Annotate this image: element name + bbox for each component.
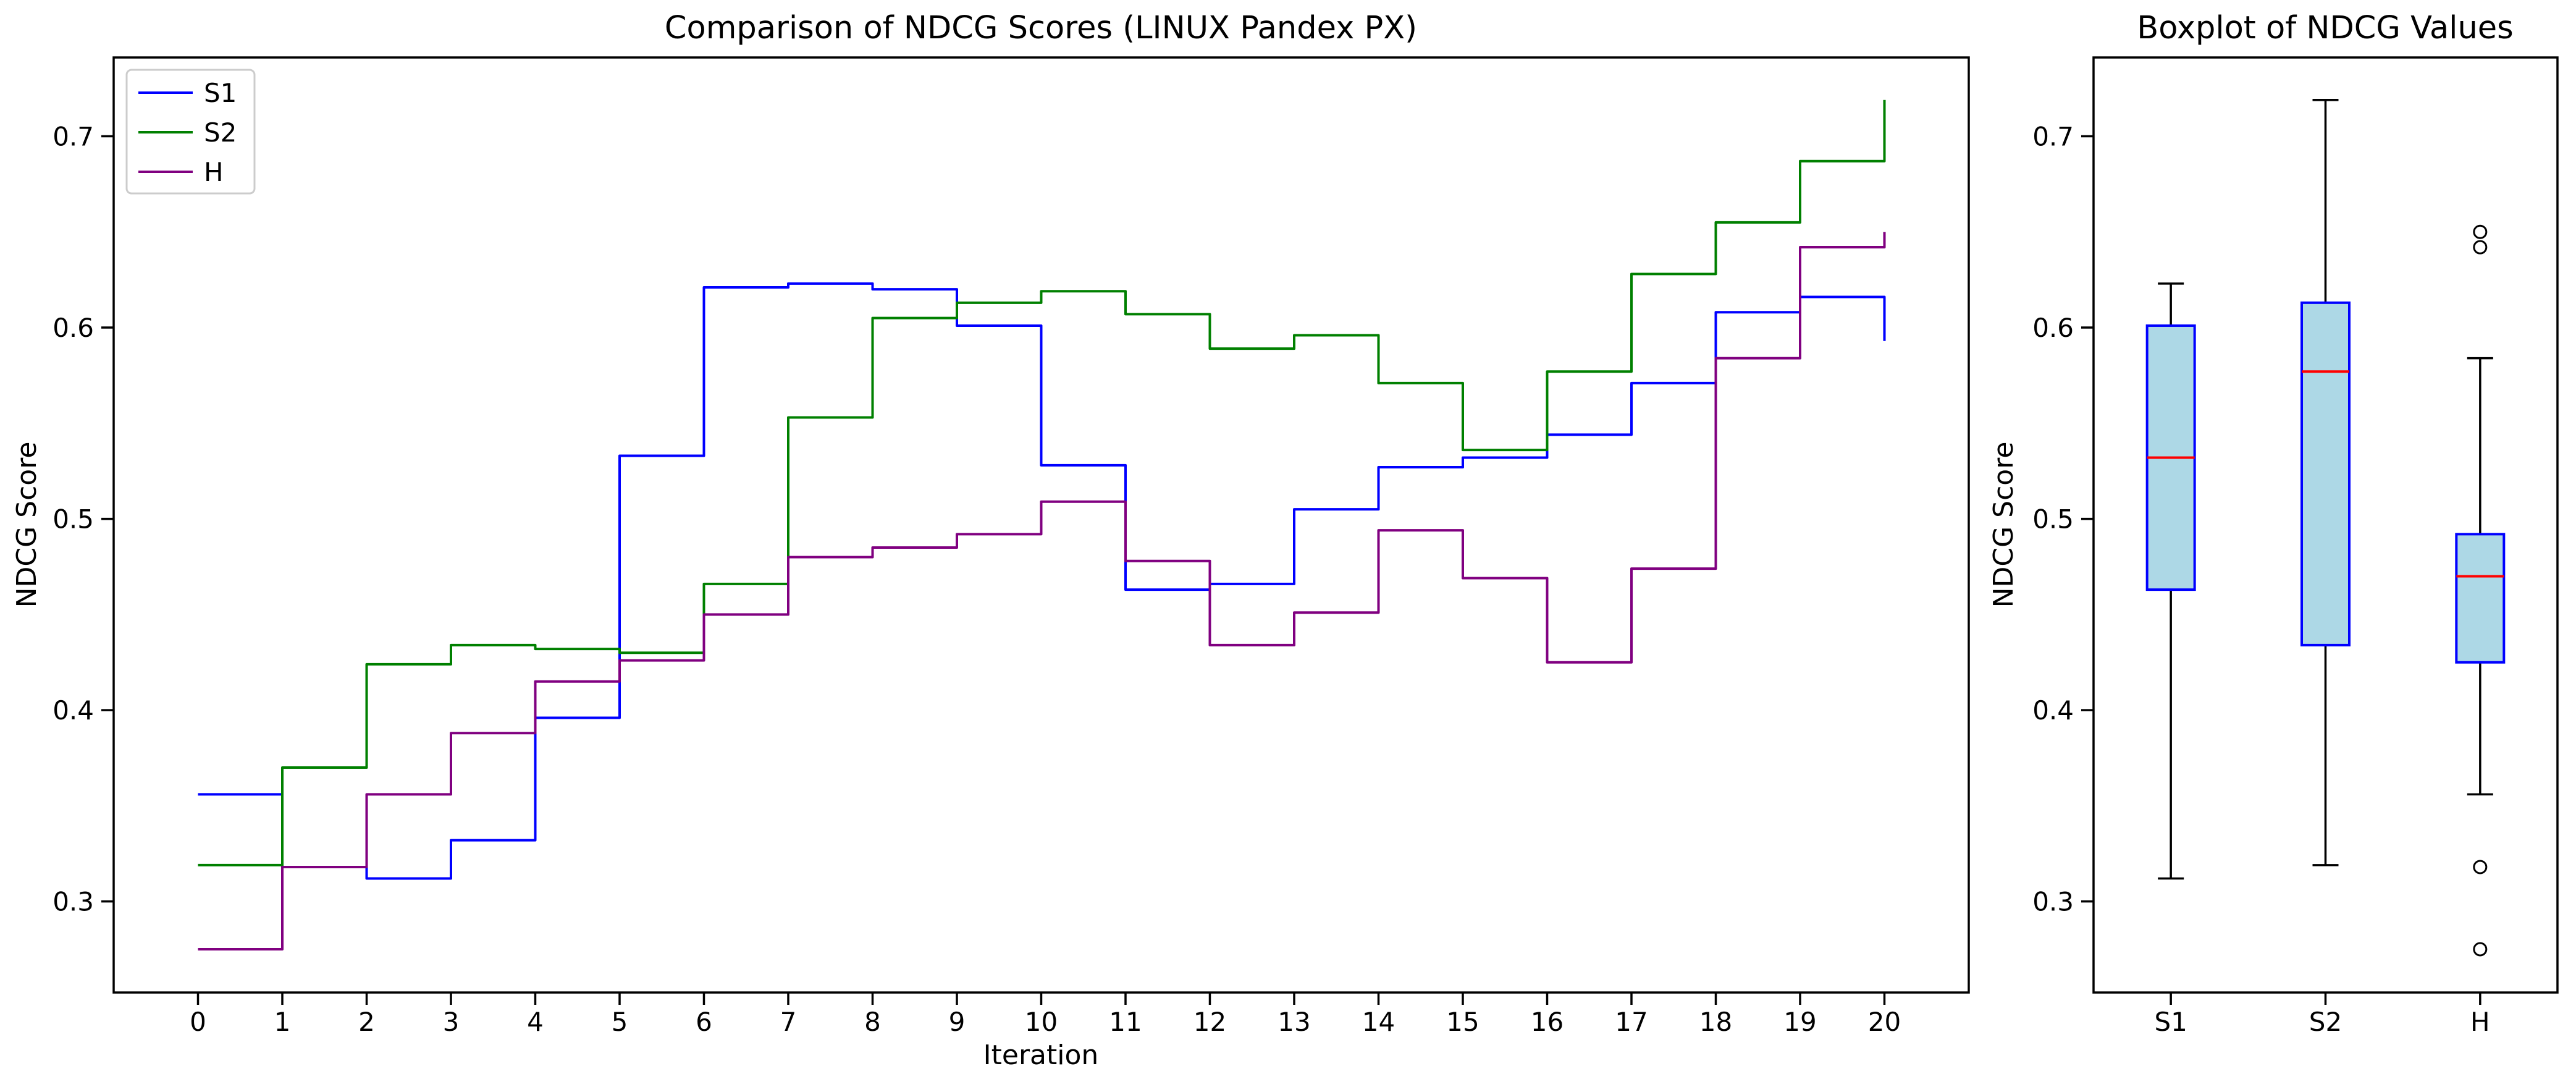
y-tick-label: 0.4 [53,695,94,726]
boxplot-plot-area: S1 S2 H 0.3 0.4 0.5 0.6 0.7 [2032,56,2559,1037]
x-tick-label: 2 [358,1007,375,1037]
y-tick-label: 0.6 [53,313,94,343]
step-chart-plot-area: 0 1 2 3 4 5 6 7 8 9 10 11 12 13 14 15 16 17 18 19 200.30.40.… [53,56,1970,1037]
x-tick-label: 12 [1193,1007,1226,1037]
x-tick-label: 11 [1109,1007,1142,1037]
y-tick-label: 0.5 [53,504,94,535]
x-tick-label: 1 [274,1007,291,1037]
iqr-box [2455,533,2506,664]
right-chart-title: Boxplot of NDCG Values [2137,10,2514,46]
x-tick-label: 7 [780,1007,797,1037]
x-tick-label: 0 [190,1007,206,1037]
x-tick-label: S1 [2154,1007,2187,1037]
step-chart-panel: Comparison of NDCG Scores (LINUX Pandex … [11,10,1970,1071]
right-ylabel: NDCG Score [1988,442,2019,608]
x-tick-label: 10 [1025,1007,1058,1037]
axes-frame [112,56,1970,994]
x-tick-label: H [2470,1007,2490,1037]
x-tick-label: 13 [1277,1007,1310,1037]
x-tick-label: S2 [2309,1007,2342,1037]
box-S1 [2145,282,2196,880]
series-line-S2 [198,99,1886,866]
outlier-point [2473,240,2488,255]
x-tick-label: 6 [696,1007,712,1037]
boxplot-panel: Boxplot of NDCG Values NDCG Score S1 S2 H 0… [1988,10,2559,1037]
series-line-S1 [198,282,1886,880]
left-ylabel: NDCG Score [11,442,43,608]
outlier-point [2473,860,2488,874]
left-chart-title: Comparison of NDCG Scores (LINUX Pandex … [665,10,1417,46]
legend: S1 S2 H [125,69,256,195]
outlier-point [2473,942,2488,957]
x-tick-label: 9 [949,1007,966,1037]
y-tick-label: 0.7 [53,122,94,152]
y-tick-label: 0.5 [2032,504,2074,535]
y-tick-label: 0.4 [2032,695,2074,726]
x-tick-label: 5 [612,1007,628,1037]
box-S2 [2300,98,2351,866]
y-tick-label: 0.7 [2032,122,2074,152]
series-line-H [198,232,1886,951]
outlier-point [2473,224,2488,239]
axes-frame [2092,56,2559,994]
x-tick-label: 19 [1783,1007,1816,1037]
y-tick-label: 0.3 [2032,887,2074,917]
x-tick-label: 4 [527,1007,544,1037]
y-tick-label: 0.6 [2032,313,2074,343]
x-tick-label: 3 [443,1007,460,1037]
legend-label-H: H [204,157,224,187]
legend-label-S2: S2 [204,117,237,148]
x-tick-label: 20 [1868,1007,1901,1037]
x-tick-label: 18 [1699,1007,1732,1037]
x-tick-label: 14 [1362,1007,1395,1037]
left-xlabel: Iteration [983,1039,1099,1071]
y-tick-label: 0.3 [53,887,94,917]
x-tick-label: 16 [1531,1007,1564,1037]
x-tick-label: 15 [1446,1007,1479,1037]
box-H [2455,224,2506,957]
iqr-box [2300,301,2351,646]
x-tick-label: 17 [1615,1007,1648,1037]
x-tick-label: 8 [864,1007,881,1037]
legend-label-S1: S1 [204,78,237,108]
